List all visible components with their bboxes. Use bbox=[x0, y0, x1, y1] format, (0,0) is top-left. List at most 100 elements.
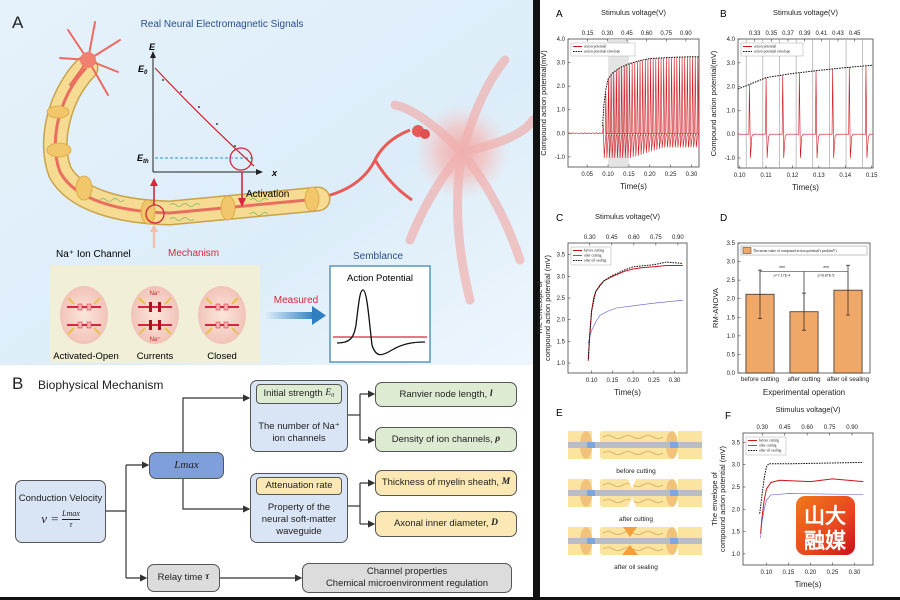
x-category-label: after oil sealing bbox=[827, 376, 870, 383]
y-tick-label: 1.0 bbox=[727, 334, 736, 340]
top-tick-label: 0.75 bbox=[650, 235, 662, 241]
x-tick-label: 0.10 bbox=[734, 173, 746, 179]
x-axis-label: Time(s) bbox=[614, 388, 641, 397]
y-tick-label: 3.0 bbox=[557, 274, 566, 280]
top-tick-label: 0.45 bbox=[849, 31, 861, 37]
series-line bbox=[587, 261, 683, 359]
na-channels-label: The number of Na⁺ ion channels bbox=[258, 421, 340, 445]
myelin-segment-2 bbox=[568, 527, 702, 555]
watermark-logo: 山大 融媒 bbox=[796, 496, 855, 555]
legend-label: action potential envelope bbox=[754, 50, 791, 54]
e0-label: E bbox=[138, 64, 145, 74]
panel-label: A bbox=[556, 9, 563, 20]
x-tick-label: 0.12 bbox=[787, 173, 799, 179]
ranvier-box: Ranvier node length, l bbox=[375, 382, 517, 407]
y-tick-label: 1.0 bbox=[557, 108, 566, 114]
y-tick-label: -1.0 bbox=[725, 156, 736, 162]
x-category-label: before cutting bbox=[741, 376, 780, 383]
diameter-symbol: D bbox=[491, 518, 499, 529]
ranvier-label: Ranvier node length, bbox=[399, 388, 488, 400]
x-tick-label: 0.15 bbox=[623, 172, 635, 178]
formula-denominator: τ bbox=[69, 519, 73, 529]
measured-arrow bbox=[265, 312, 315, 319]
top-tick-label: 0.30 bbox=[756, 425, 768, 431]
top-tick-label: 0.45 bbox=[779, 425, 791, 431]
x-tick-label: 0.05 bbox=[581, 172, 593, 178]
myelin-symbol: M bbox=[501, 477, 511, 488]
top-tick-label: 0.30 bbox=[584, 235, 596, 241]
series-group bbox=[759, 461, 864, 539]
top-tick-label: 0.90 bbox=[846, 425, 858, 431]
x-tick-label: 0.10 bbox=[761, 570, 773, 576]
diameter-box: Axonal inner diameter, D bbox=[375, 511, 517, 537]
x-tick-label: 0.15 bbox=[783, 570, 795, 576]
inset-y-label: E bbox=[149, 42, 156, 52]
y-tick-label: 2.0 bbox=[557, 84, 566, 90]
y-tick-label: 1.5 bbox=[557, 339, 566, 345]
x-tick-label: 0.30 bbox=[849, 570, 861, 576]
ion-channel-title: Na⁺ Ion Channel bbox=[56, 249, 131, 260]
velocity-formula: v = Lmax τ bbox=[41, 509, 80, 530]
series-line bbox=[760, 478, 864, 534]
channel-properties-box: Channel properties Chemical microenviron… bbox=[302, 563, 512, 593]
top-tick-label: 0.37 bbox=[782, 31, 794, 37]
series-line bbox=[738, 64, 873, 90]
series-group bbox=[738, 64, 873, 159]
series-line bbox=[602, 56, 699, 127]
y-tick-label: 3.0 bbox=[727, 61, 736, 67]
chemical-regulation-label: Chemical microenvironment regulation bbox=[325, 578, 489, 589]
panel-label: F bbox=[725, 411, 731, 422]
y-tick-label: 2.5 bbox=[727, 278, 736, 284]
top-tick-label: 0.75 bbox=[824, 425, 836, 431]
top-tick-label: 0.39 bbox=[799, 31, 811, 37]
ion-channel-closed bbox=[198, 286, 246, 344]
neural-signal-illustration: A Real Neural Electromagnetic Signals E … bbox=[0, 0, 533, 365]
top-axis-label: Stimulus voltage(V) bbox=[595, 212, 661, 221]
panel-a-label: A bbox=[12, 13, 24, 32]
lmax-label: Lmax bbox=[174, 458, 199, 471]
y-axis-label: Compound action potential(mV) bbox=[539, 50, 548, 156]
source-neuron bbox=[59, 21, 121, 96]
x-axis-label: Time(s) bbox=[792, 183, 819, 192]
top-tick-label: 0.45 bbox=[606, 235, 618, 241]
y-axis-label: RM-ANOVA bbox=[711, 288, 720, 328]
chart-panel-c: C 1.0 1.5 2.0 2.5 3.0 3.5 The envelope of compou… bbox=[535, 212, 688, 397]
y-tick-label: 1.0 bbox=[732, 552, 741, 558]
myelin-segment-1 bbox=[568, 479, 702, 507]
y-axis-label: compound action potential (mV) bbox=[718, 446, 727, 552]
watermark-text: 山大 bbox=[804, 505, 846, 528]
bottom-border bbox=[0, 597, 900, 600]
top-tick-label: 0.35 bbox=[765, 31, 777, 37]
legend-label: action potential bbox=[754, 45, 776, 49]
y-tick-label: 3.5 bbox=[557, 253, 566, 259]
series-line bbox=[738, 65, 873, 159]
p-value-label: p=8.87E-5 bbox=[818, 274, 835, 278]
top-tick-label: 0.43 bbox=[832, 31, 844, 37]
y-tick-label: 2.5 bbox=[732, 485, 741, 491]
measured-label: Measured bbox=[274, 295, 318, 306]
x-axis-label: Time(s) bbox=[795, 580, 822, 589]
axon-terminal bbox=[317, 128, 413, 202]
x-tick-label: 0.10 bbox=[586, 378, 598, 384]
flowchart-connectors bbox=[106, 390, 376, 582]
chart-panel-a: A -1.0 0.0 1.0 2.0 3.0 4.0 Compound action pote… bbox=[539, 8, 700, 191]
legend-label: The mean value of compound action potent… bbox=[753, 249, 837, 253]
receiving-neuron bbox=[390, 55, 533, 305]
na-channels-group: Initial strength E₀ The number of Na⁺ io… bbox=[250, 380, 348, 452]
action-potential-curve bbox=[336, 289, 426, 356]
activation-arrows bbox=[150, 172, 246, 248]
top-tick-label: 0.90 bbox=[680, 31, 692, 37]
legend-swatch bbox=[742, 247, 752, 254]
panel-label: B bbox=[720, 9, 727, 20]
top-tick-label: 0.90 bbox=[672, 235, 684, 241]
x-tick-label: 0.20 bbox=[644, 172, 656, 178]
top-tick-label: 0.60 bbox=[801, 425, 813, 431]
legend-label: after cutting bbox=[584, 254, 602, 258]
formula-numerator: Lmax bbox=[62, 508, 80, 520]
panel-e-caption: after cutting bbox=[619, 516, 653, 523]
y-tick-label: 2.0 bbox=[727, 85, 736, 91]
node-highlight-circle bbox=[145, 204, 165, 224]
